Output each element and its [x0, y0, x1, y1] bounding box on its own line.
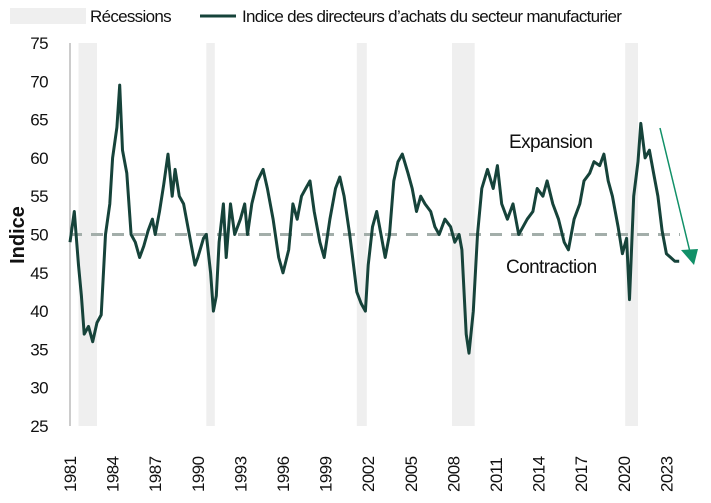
annotation-contraction: Contraction	[506, 257, 597, 278]
x-tick-label: 2014	[530, 456, 549, 492]
y-tick-label: 65	[30, 111, 48, 130]
y-tick-label: 30	[30, 379, 48, 398]
recession-band-1	[206, 43, 215, 426]
x-tick-label: 2023	[657, 456, 676, 492]
x-tick-label: 2008	[444, 456, 463, 492]
x-tick-labels: 1981 1984 1987 1990 1993 1996 1999 2002 2005 2008…	[61, 456, 676, 492]
y-tick-label: 45	[30, 264, 48, 283]
y-tick-label: 50	[30, 226, 48, 245]
x-tick-label: 2017	[572, 456, 591, 492]
x-tick-label: 1984	[104, 456, 123, 492]
y-axis-label: Indice	[7, 206, 29, 264]
annotation-expansion: Expansion	[509, 132, 592, 153]
x-tick-label: 1987	[146, 456, 165, 492]
x-tick-label: 1990	[189, 456, 208, 492]
legend-recession-label: Récessions	[90, 7, 171, 26]
x-tick-label: 2020	[615, 456, 634, 492]
y-tick-label: 55	[30, 187, 48, 206]
y-tick-label: 70	[30, 72, 48, 91]
series-line-pmi	[68, 83, 680, 355]
x-tick-label: 2005	[402, 456, 421, 492]
x-tick-label: 2002	[359, 456, 378, 492]
x-tick-label: 1996	[274, 456, 293, 492]
y-tick-label: 75	[30, 34, 48, 53]
legend-recession-swatch	[10, 8, 86, 24]
y-tick-label: 35	[30, 340, 48, 359]
y-tick-labels: 25 30 35 40 45 50 55 60 65 70 75	[30, 34, 48, 436]
x-tick-label: 2011	[487, 458, 506, 492]
legend-series-label: Indice des directeurs d’achats du secteu…	[242, 7, 622, 26]
y-tick-label: 25	[30, 417, 48, 436]
x-tick-label: 1999	[317, 456, 336, 492]
y-tick-label: 40	[30, 302, 48, 321]
recession-band-3	[451, 43, 475, 426]
downtrend-arrow-icon	[659, 127, 698, 265]
y-tick-label: 60	[30, 149, 48, 168]
recession-band-2	[356, 43, 367, 426]
x-tick-label: 1993	[231, 456, 250, 492]
x-tick-label: 1981	[61, 456, 80, 492]
